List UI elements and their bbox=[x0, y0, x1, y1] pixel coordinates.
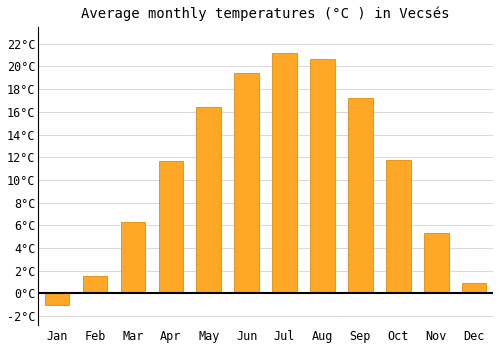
Bar bbox=[310, 58, 335, 293]
Bar bbox=[424, 233, 448, 293]
Title: Average monthly temperatures (°C ) in Vecsés: Average monthly temperatures (°C ) in Ve… bbox=[82, 7, 450, 21]
Bar bbox=[120, 222, 146, 293]
Bar bbox=[386, 160, 410, 293]
Bar bbox=[83, 276, 108, 293]
Bar bbox=[196, 107, 221, 293]
Bar bbox=[348, 98, 372, 293]
Bar bbox=[462, 283, 486, 293]
Bar bbox=[234, 73, 259, 293]
Bar bbox=[45, 293, 70, 305]
Bar bbox=[272, 53, 297, 293]
Bar bbox=[158, 161, 183, 293]
